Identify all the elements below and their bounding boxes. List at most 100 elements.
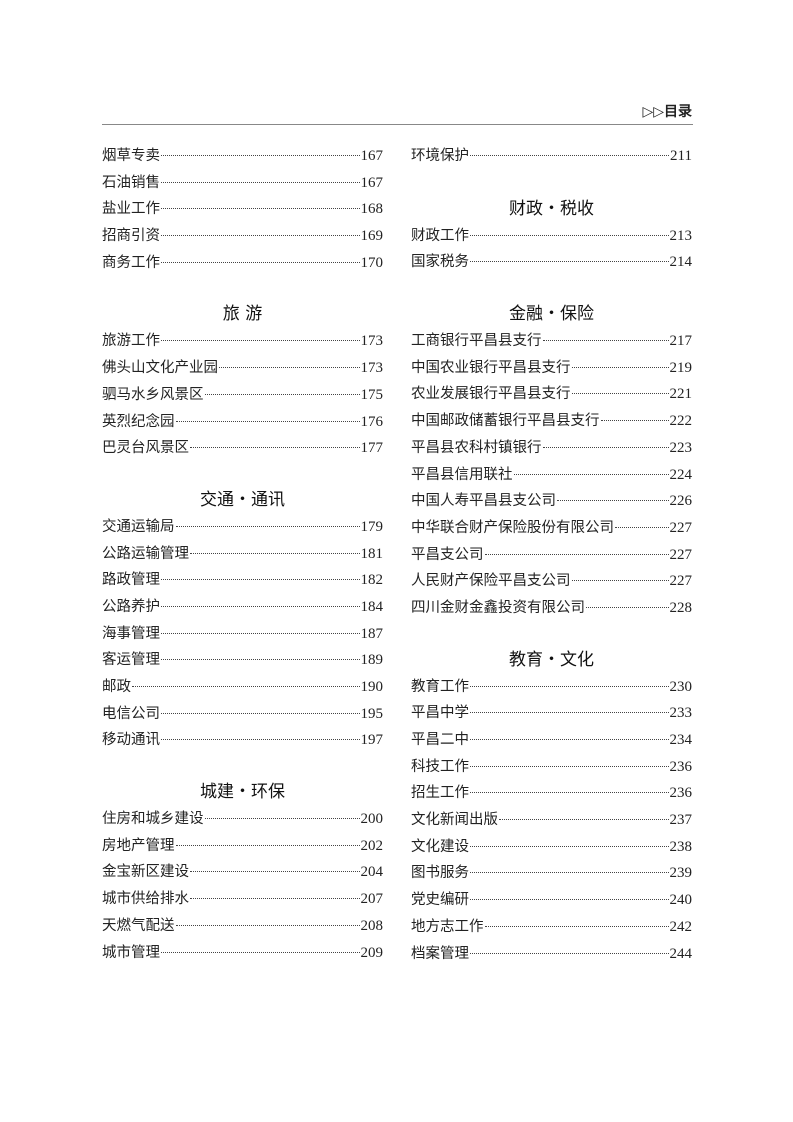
entry-page-number: 226: [669, 493, 693, 510]
entry-title: 盐业工作: [102, 201, 160, 218]
toc-entry[interactable]: 公路养护 184: [102, 594, 383, 621]
toc-entry[interactable]: 平昌县信用联社 224: [411, 462, 692, 489]
entry-title: 公路养护: [102, 598, 160, 615]
toc-entry[interactable]: 英烈纪念园 176: [102, 409, 383, 436]
toc-entry[interactable]: 平昌二中 234: [411, 727, 692, 754]
toc-entry[interactable]: 巴灵台风景区 177: [102, 435, 383, 462]
toc-entry[interactable]: 国家税务 214: [411, 249, 692, 276]
toc-entry[interactable]: 中国人寿平昌县支公司 226: [411, 488, 692, 515]
running-head: ▷▷目录: [642, 104, 692, 120]
toc-entry[interactable]: 烟草专卖 167: [102, 143, 383, 170]
entry-title: 农业发展银行平昌县支行: [411, 386, 571, 403]
toc-entry[interactable]: 财政工作 213: [411, 223, 692, 250]
toc-entry[interactable]: 平昌县农科村镇银行 223: [411, 435, 692, 462]
toc-entry[interactable]: 公路运输管理 181: [102, 541, 383, 568]
entry-page-number: 242: [669, 918, 693, 935]
entry-title: 城市管理: [102, 944, 160, 961]
toc-entry[interactable]: 招商引资 169: [102, 223, 383, 250]
toc-entry[interactable]: 地方志工作 242: [411, 914, 692, 941]
dot-leader: [470, 155, 670, 156]
toc-entry[interactable]: 交通运输局 179: [102, 514, 383, 541]
entry-title: 烟草专卖: [102, 148, 160, 164]
entry-title: 海事管理: [102, 625, 160, 642]
entry-title: 交通运输局: [102, 518, 175, 535]
toc-entry[interactable]: 住房和城乡建设 200: [102, 806, 383, 833]
toc-entry[interactable]: 中国农业银行平昌县支行 219: [411, 355, 692, 382]
entry-page-number: 240: [669, 892, 693, 909]
toc-entry[interactable]: 中华联合财产保险股份有限公司 227: [411, 515, 692, 542]
dot-leader: [190, 552, 360, 554]
toc-entry[interactable]: 平昌支公司 227: [411, 542, 692, 569]
toc-entry[interactable]: 佛头山文化产业园 173: [102, 355, 383, 382]
entry-page-number: 237: [669, 812, 693, 829]
toc-entry[interactable]: 海事管理 187: [102, 621, 383, 648]
dot-leader: [470, 739, 669, 740]
toc-entry[interactable]: 邮政 190: [102, 674, 383, 701]
toc-entry[interactable]: 人民财产保险平昌支公司 227: [411, 568, 692, 595]
toc-entry[interactable]: 文化新闻出版 237: [411, 807, 692, 834]
toc-entry[interactable]: 招生工作 236: [411, 780, 692, 807]
entry-page-number: 208: [360, 917, 384, 934]
toc-entry[interactable]: 教育工作 230: [411, 674, 692, 701]
dot-leader: [190, 871, 360, 873]
entry-title: 平昌县信用联社: [411, 466, 513, 483]
dot-leader: [161, 155, 360, 156]
entry-page-number: 190: [360, 679, 384, 695]
entry-title: 文化新闻出版: [411, 812, 498, 829]
toc-entry[interactable]: 金宝新区建设 204: [102, 859, 383, 886]
toc-entry[interactable]: 农业发展银行平昌县支行 221: [411, 381, 692, 408]
dot-leader: [571, 366, 669, 368]
toc-entry[interactable]: 房地产管理 202: [102, 833, 383, 860]
toc-entry[interactable]: 天燃气配送 208: [102, 913, 383, 940]
entry-title: 档案管理: [411, 945, 469, 962]
toc-entry[interactable]: 文化建设 238: [411, 834, 692, 861]
entry-title: 财政工作: [411, 227, 469, 244]
dot-leader: [161, 712, 360, 714]
toc-entry[interactable]: 中国邮政储蓄银行平昌县支行 222: [411, 408, 692, 435]
dot-leader: [470, 234, 669, 236]
toc-entry[interactable]: 客运管理 189: [102, 647, 383, 674]
toc-entry[interactable]: 工商银行平昌县支行 217: [411, 328, 692, 355]
entry-page-number: 177: [360, 440, 384, 457]
toc-entry[interactable]: 平昌中学 233: [411, 700, 692, 727]
entry-title: 路政管理: [102, 572, 160, 589]
dot-leader: [161, 208, 360, 210]
dot-leader: [542, 340, 669, 342]
toc-entry[interactable]: 图书服务 239: [411, 860, 692, 887]
dot-leader: [161, 235, 360, 237]
entry-page-number: 227: [669, 519, 693, 536]
dot-leader: [571, 580, 669, 582]
toc-entry[interactable]: 石油销售 167: [102, 170, 383, 197]
dot-leader: [161, 579, 360, 581]
toc-entry[interactable]: 商务工作 170: [102, 250, 383, 277]
entry-title: 旅游工作: [102, 333, 160, 350]
entry-page-number: 189: [360, 652, 384, 669]
entry-title: 四川金财金鑫投资有限公司: [411, 599, 585, 616]
dot-leader: [190, 898, 360, 900]
section-heading: 财政・税收: [509, 198, 594, 219]
toc-entry[interactable]: 盐业工作 168: [102, 196, 383, 223]
toc-entry[interactable]: 党史编研 240: [411, 887, 692, 914]
toc-entry[interactable]: 城市供给排水 207: [102, 886, 383, 913]
entry-page-number: 230: [669, 678, 693, 695]
toc-entry[interactable]: 环境保护 211: [411, 143, 692, 170]
entry-title: 住房和城乡建设: [102, 811, 204, 828]
toc-entry[interactable]: 科技工作 236: [411, 754, 692, 781]
toc-entry[interactable]: 电信公司 195: [102, 701, 383, 728]
toc-entry[interactable]: 移动通讯 197: [102, 727, 383, 754]
entry-title: 巴灵台风景区: [102, 440, 189, 457]
dot-leader: [190, 447, 360, 449]
entry-page-number: 197: [360, 732, 384, 749]
toc-entry[interactable]: 驷马水乡风景区 175: [102, 382, 383, 409]
toc-entry[interactable]: 路政管理 182: [102, 567, 383, 594]
dot-leader: [484, 553, 669, 555]
toc-entry[interactable]: 档案管理 244: [411, 941, 692, 968]
section-heading: 金融・保险: [509, 304, 594, 325]
entry-page-number: 209: [360, 944, 384, 961]
entry-page-number: 222: [669, 413, 693, 430]
toc-entry[interactable]: 旅游工作 173: [102, 328, 383, 355]
entry-page-number: 238: [669, 838, 693, 855]
toc-entry[interactable]: 城市管理 209: [102, 940, 383, 967]
entry-page-number: 219: [669, 359, 693, 376]
toc-entry[interactable]: 四川金财金鑫投资有限公司 228: [411, 595, 692, 622]
